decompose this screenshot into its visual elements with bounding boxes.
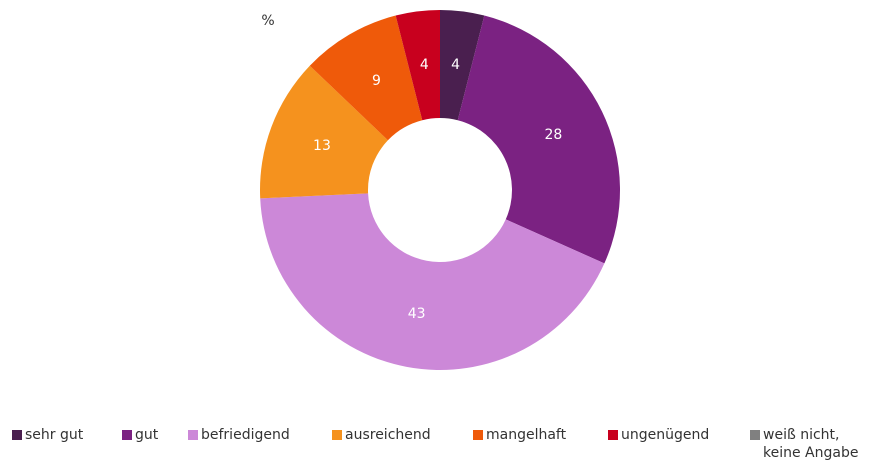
- data-label: 4: [451, 57, 460, 73]
- slice: [309, 15, 423, 141]
- data-label: 13: [313, 138, 331, 154]
- legend-item: gut: [122, 426, 158, 444]
- slice: [440, 10, 485, 121]
- slice: [457, 15, 621, 264]
- legend-item: sehr gut: [12, 426, 83, 444]
- legend-swatch: [608, 430, 618, 440]
- slice: [260, 193, 605, 371]
- legend-item: befriedigend: [188, 426, 290, 444]
- data-label: 43: [408, 306, 426, 322]
- data-label: 9: [372, 73, 381, 89]
- legend-label: weiß nicht, keine Angabe: [763, 427, 859, 461]
- data-label: 28: [544, 127, 562, 143]
- legend-swatch: [12, 430, 22, 440]
- legend-label: befriedigend: [201, 427, 290, 443]
- legend-swatch: [473, 430, 483, 440]
- legend-item: ungenügend: [608, 426, 709, 444]
- slice: [260, 65, 388, 199]
- legend-label: sehr gut: [25, 427, 84, 443]
- legend-swatch: [188, 430, 198, 440]
- legend-item: ausreichend: [332, 426, 431, 444]
- legend-item: mangelhaft: [473, 426, 566, 444]
- legend-swatch: [332, 430, 342, 440]
- legend-label: mangelhaft: [486, 427, 567, 443]
- chart: % 4 28 43 13 9 4: [260, 10, 621, 371]
- legend-item: weiß nicht, keine Angabe: [750, 426, 875, 462]
- legend-swatch: [122, 430, 132, 440]
- chart-title: %: [261, 13, 274, 29]
- legend-label: ausreichend: [345, 427, 431, 443]
- data-label: 4: [420, 57, 429, 73]
- legend-swatch: [750, 430, 760, 440]
- legend-label: ungenügend: [621, 427, 710, 443]
- legend-label: gut: [135, 427, 159, 443]
- slice: [395, 10, 440, 121]
